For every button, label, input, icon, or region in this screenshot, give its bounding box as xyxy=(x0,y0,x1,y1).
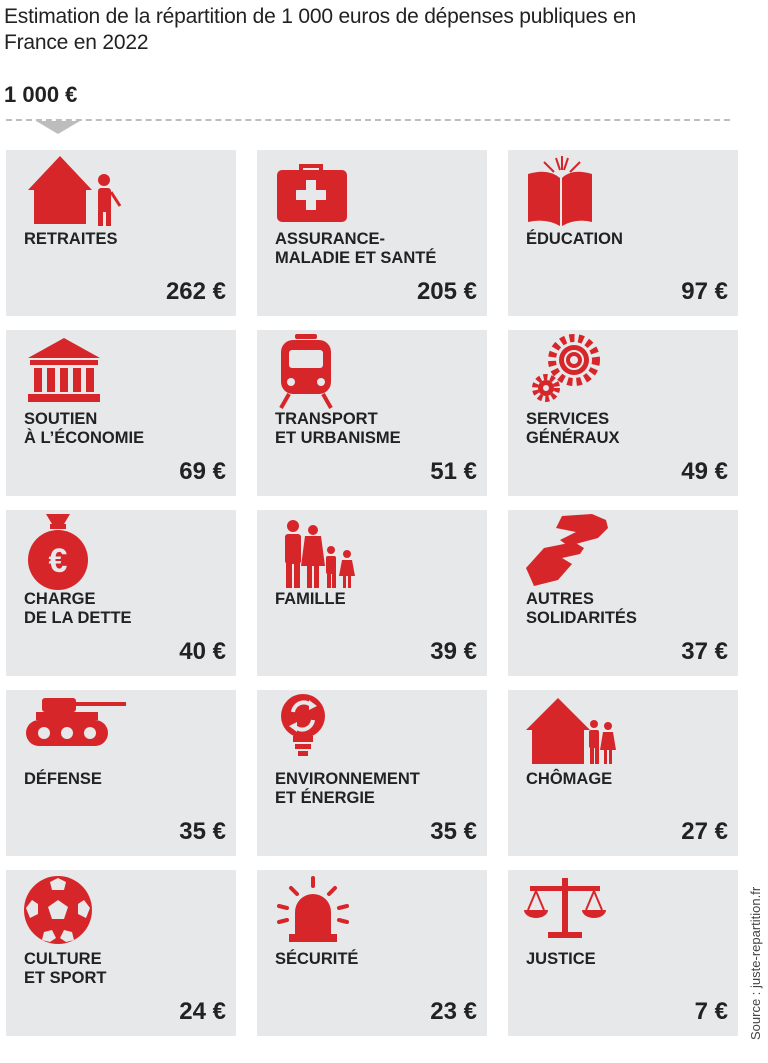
gears-icon xyxy=(522,330,632,414)
soccer-ball-icon xyxy=(20,870,130,954)
card-amount: 24 € xyxy=(179,998,226,1025)
train-icon xyxy=(271,330,381,414)
card-transport: TRANSPORT ET URBANISME 51 € xyxy=(257,330,487,496)
dashed-divider xyxy=(6,119,730,121)
card-amount: 69 € xyxy=(179,458,226,485)
card-amount: 49 € xyxy=(681,458,728,485)
card-environnement: ENVIRONNEMENT ET ÉNERGIE 35 € xyxy=(257,690,487,856)
card-label: SOUTIEN À L’ÉCONOMIE xyxy=(24,410,145,447)
card-justice: JUSTICE 7 € xyxy=(508,870,738,1036)
card-label: RETRAITES xyxy=(24,230,118,248)
house-person-icon xyxy=(20,150,130,234)
eco-bulb-icon xyxy=(271,690,381,774)
card-label: SÉCURITÉ xyxy=(275,950,359,968)
card-defense: DÉFENSE 35 € xyxy=(6,690,236,856)
card-label: ASSURANCE- MALADIE ET SANTÉ xyxy=(275,230,437,267)
card-securite: SÉCURITÉ 23 € xyxy=(257,870,487,1036)
card-label: FAMILLE xyxy=(275,590,346,608)
house-family-icon xyxy=(522,690,632,774)
card-label: CHARGE DE LA DETTE xyxy=(24,590,132,627)
card-label: SERVICES GÉNÉRAUX xyxy=(526,410,620,447)
card-amount: 37 € xyxy=(681,638,728,665)
card-label: ÉDUCATION xyxy=(526,230,623,248)
bank-building-icon xyxy=(20,330,130,414)
source-note: Source : juste-repartition.fr xyxy=(748,886,763,1040)
card-amount: 35 € xyxy=(179,818,226,845)
helping-hands-icon xyxy=(522,510,632,594)
card-amount: 262 € xyxy=(165,278,226,305)
card-label: AUTRES SOLIDARITÉS xyxy=(526,590,637,627)
card-amount: 23 € xyxy=(430,998,477,1025)
card-culture-sport: CULTURE ET SPORT 24 € xyxy=(6,870,236,1036)
siren-icon xyxy=(271,870,381,954)
card-amount: 27 € xyxy=(681,818,728,845)
card-amount: 7 € xyxy=(694,998,728,1025)
money-bag-icon: € xyxy=(20,510,130,594)
total-amount: 1 000 € xyxy=(4,82,78,107)
tank-icon xyxy=(20,690,130,774)
card-famille: FAMILLE 39 € xyxy=(257,510,487,676)
card-assurance-maladie: ASSURANCE- MALADIE ET SANTÉ 205 € xyxy=(257,150,487,316)
card-services-generaux: SERVICES GÉNÉRAUX 49 € xyxy=(508,330,738,496)
card-amount: 35 € xyxy=(430,818,477,845)
card-amount: 51 € xyxy=(430,458,477,485)
card-amount: 40 € xyxy=(179,638,226,665)
card-label: CULTURE ET SPORT xyxy=(24,950,107,987)
page-title: Estimation de la répartition de 1 000 eu… xyxy=(4,5,637,54)
scales-icon xyxy=(522,870,632,954)
card-retraites: RETRAITES 262 € xyxy=(6,150,236,316)
card-education: ÉDUCATION 97 € xyxy=(508,150,738,316)
svg-text:€: € xyxy=(49,542,68,580)
first-aid-kit-icon xyxy=(271,150,381,234)
card-label: DÉFENSE xyxy=(24,770,102,788)
pointer-triangle xyxy=(36,121,80,134)
card-label: ENVIRONNEMENT ET ÉNERGIE xyxy=(275,770,420,807)
card-label: CHÔMAGE xyxy=(526,770,613,788)
card-label: JUSTICE xyxy=(526,950,596,968)
card-charge-dette: € CHARGE DE LA DETTE 40 € xyxy=(6,510,236,676)
family-icon xyxy=(271,510,381,594)
open-book-icon xyxy=(522,150,632,234)
card-soutien-economie: SOUTIEN À L’ÉCONOMIE 69 € xyxy=(6,330,236,496)
spending-grid: RETRAITES 262 € ASSURANCE- MALADIE ET SA… xyxy=(6,150,738,1036)
card-chomage: CHÔMAGE 27 € xyxy=(508,690,738,856)
card-amount: 205 € xyxy=(416,278,477,305)
card-label: TRANSPORT ET URBANISME xyxy=(275,410,401,447)
card-amount: 39 € xyxy=(430,638,477,665)
card-amount: 97 € xyxy=(681,278,728,305)
card-autres-solidarites: AUTRES SOLIDARITÉS 37 € xyxy=(508,510,738,676)
